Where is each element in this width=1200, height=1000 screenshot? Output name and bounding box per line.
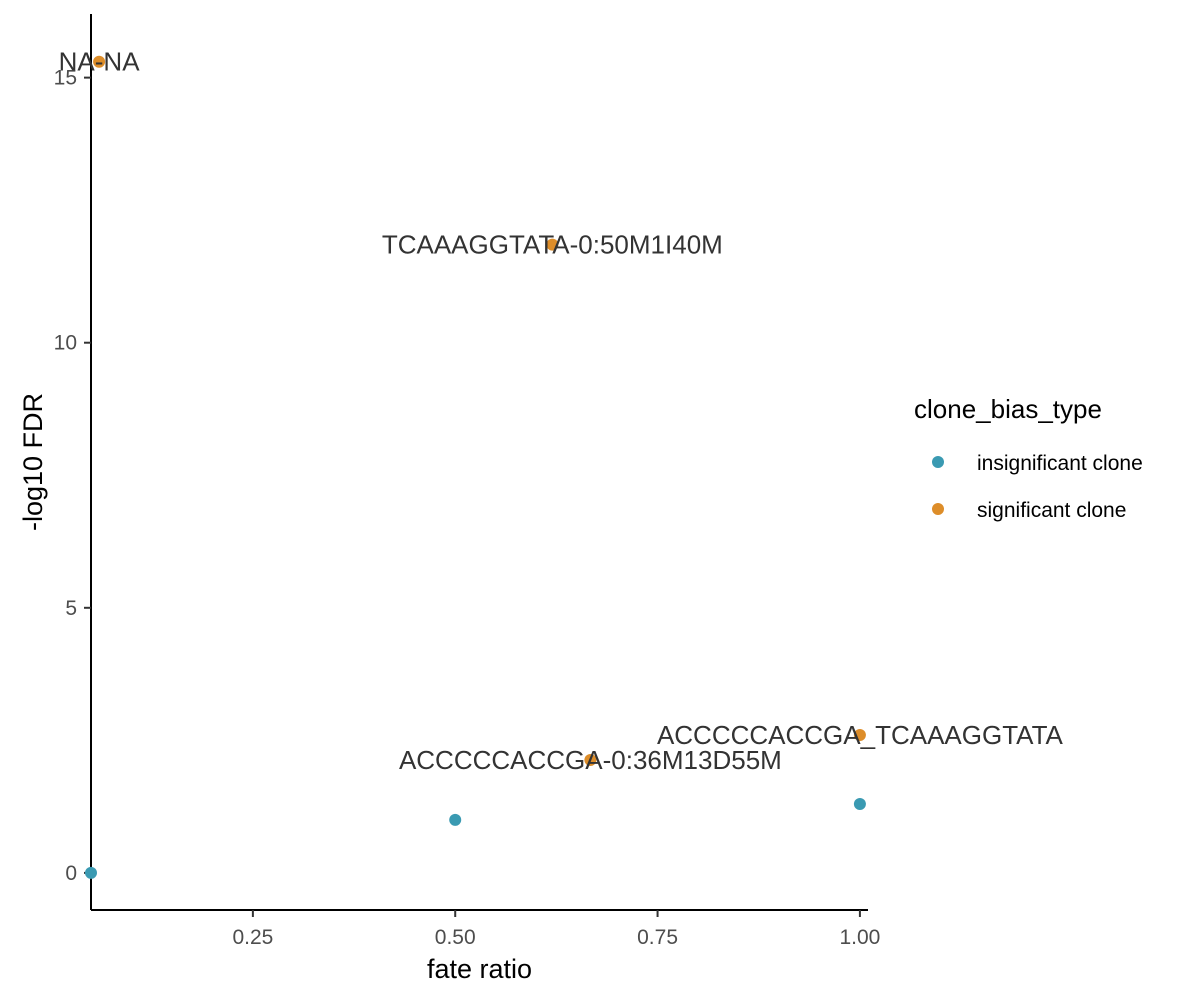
y-tick-label: 0 — [65, 862, 77, 885]
x-tick-label: 0.75 — [637, 926, 678, 949]
y-tick-label: 5 — [65, 597, 77, 620]
y-tick-label: 15 — [54, 67, 77, 90]
point-annotation: TCAAAGGTATA-0:50M1I40M — [382, 230, 723, 260]
data-point — [853, 797, 866, 810]
data-point — [85, 866, 97, 879]
legend-key — [932, 456, 944, 468]
y-axis-title: -log10 FDR — [18, 393, 48, 531]
legend-title: clone_bias_type — [914, 394, 1102, 424]
x-tick-label: 1.00 — [839, 926, 880, 949]
y-tick-label: 10 — [54, 332, 77, 355]
data-point — [853, 729, 866, 742]
point-annotation: NA-NA — [59, 47, 141, 77]
x-axis-title: fate ratio — [427, 954, 532, 984]
legend-label: insignificant clone — [977, 452, 1143, 475]
x-tick-label: 0.50 — [435, 926, 476, 949]
legend-key — [932, 503, 944, 515]
data-point — [93, 55, 106, 68]
legend-label: significant clone — [977, 499, 1126, 522]
point-annotation: ACCCCCACCGA_TCAAAGGTATA — [657, 720, 1064, 750]
data-point — [546, 238, 559, 251]
point-annotation: ACCCCCACCGA-0:36M13D55M — [399, 745, 782, 775]
x-tick-label: 0.25 — [232, 926, 273, 949]
data-point — [449, 813, 462, 826]
data-point — [584, 753, 597, 766]
